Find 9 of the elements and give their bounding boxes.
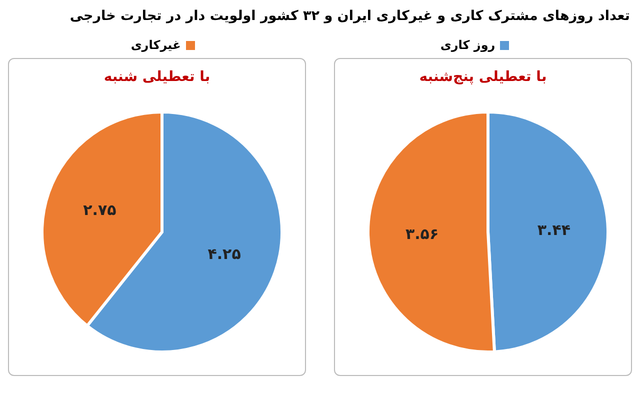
chart-title: تعداد روزهای مشترک کاری و غیرکاری ایران و ۳۲ کشور اولویت دار در تجارت خارجی — [68, 8, 631, 24]
text: با تعطیلی پنج‌شنبه — [418, 69, 548, 85]
data-label: ۴.۲۵ — [208, 244, 241, 263]
data-label: ۳.۵۶ — [405, 224, 439, 243]
legend-label: روز کاری — [440, 38, 496, 52]
data-label: ۲.۷۵ — [83, 201, 116, 220]
data-label: ۳.۴۴ — [537, 221, 571, 240]
legend-label: غیرکاری — [130, 38, 181, 52]
chart-subtitle: با تعطیلی شنبه — [102, 69, 212, 85]
